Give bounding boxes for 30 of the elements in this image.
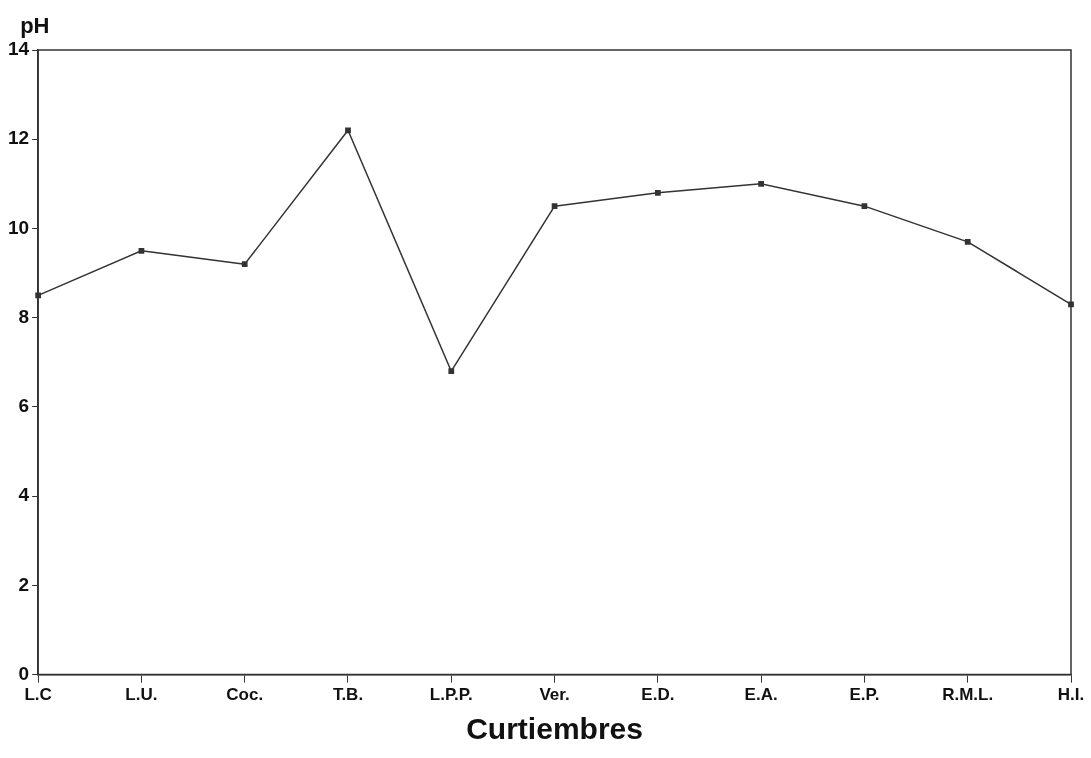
x-tick-label: L.U. (125, 685, 158, 705)
point (758, 180, 765, 187)
point (345, 127, 351, 134)
point (964, 238, 971, 245)
point (448, 368, 455, 375)
y-axis-title: pH (20, 13, 50, 39)
y-tick-label: 4 (18, 484, 30, 506)
point (241, 261, 248, 268)
x-tick-label: L.C (24, 685, 52, 705)
x-tick-label: E.A. (744, 685, 778, 705)
y-tick-label: 8 (18, 305, 30, 327)
x-tick-label: R.M.L. (942, 685, 994, 705)
x-tick-label: H.I. (1057, 685, 1085, 705)
point (138, 247, 145, 254)
x-tick-label: L.P.P. (429, 685, 473, 705)
x-tick-label: E.D. (641, 685, 675, 705)
y-tick-label: 2 (18, 573, 30, 595)
point (654, 189, 661, 196)
x-tick-label: Ver. (539, 685, 570, 705)
y-tick-label: 10 (7, 216, 30, 238)
x-tick-label: Coc. (226, 685, 264, 705)
y-tick-label: 14 (7, 38, 30, 60)
point (551, 203, 558, 210)
y-tick-label: 6 (18, 395, 30, 417)
point (861, 203, 868, 210)
x-tick-label: E.P. (849, 685, 880, 705)
y-tick-label: 12 (7, 127, 30, 149)
x-axis-title: Curtiembres (466, 712, 643, 746)
x-tick-label: T.B. (332, 685, 364, 705)
y-tick-label: 0 (18, 662, 30, 684)
